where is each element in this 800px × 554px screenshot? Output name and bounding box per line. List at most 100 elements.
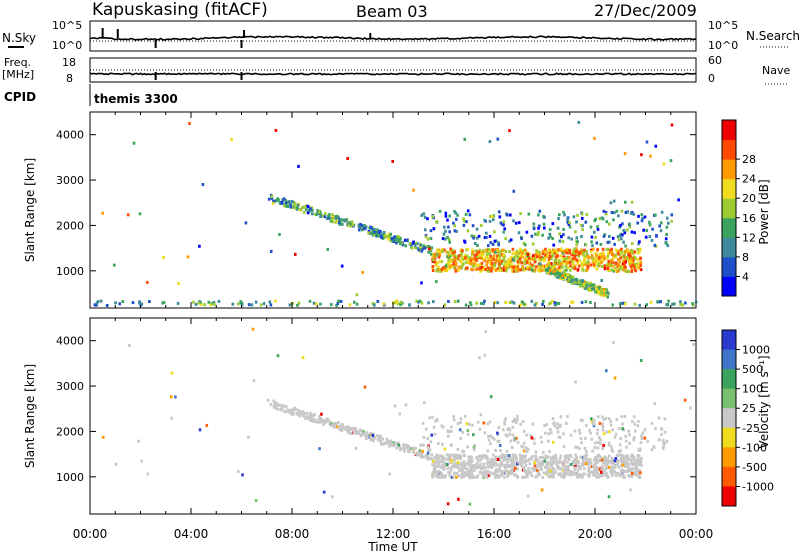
scatter-cell xyxy=(595,465,599,469)
scatter-cell xyxy=(535,265,538,269)
scatter-cell xyxy=(607,264,610,268)
scatter-cell xyxy=(456,447,460,451)
scatter-cell xyxy=(444,237,447,241)
scatter-cell xyxy=(510,446,514,449)
scatter-cell xyxy=(585,268,589,272)
scatter-cell xyxy=(432,300,435,304)
scatter-cell xyxy=(616,249,619,253)
scatter-cell xyxy=(241,473,244,477)
scatter-cell xyxy=(543,226,546,230)
scatter-cell xyxy=(566,220,569,224)
scatter-cell xyxy=(355,302,359,306)
scatter-cell xyxy=(554,424,557,428)
scatter-cell xyxy=(597,290,601,294)
scatter-cell xyxy=(418,299,422,303)
scatter-cell xyxy=(590,287,594,291)
scatter-cell xyxy=(140,459,143,463)
scatter-cell xyxy=(589,431,592,435)
scatter-cell xyxy=(536,460,540,464)
scatter-cell xyxy=(619,453,622,457)
scatter-cell xyxy=(581,463,584,467)
scatter-cell xyxy=(650,238,654,242)
scatter-cell xyxy=(612,462,616,466)
scatter-cell xyxy=(444,264,448,268)
scatter-cell xyxy=(274,406,278,410)
scatter-cell xyxy=(569,268,572,272)
scatter-cell xyxy=(608,264,612,268)
scatter-cell xyxy=(462,223,466,227)
scatter-cell xyxy=(463,239,466,243)
scatter-cell xyxy=(344,427,347,431)
scatter-cell xyxy=(452,261,456,265)
y-tick-label: 1000 xyxy=(56,265,84,278)
scatter-cell xyxy=(566,415,569,418)
scatter-cell xyxy=(629,467,632,471)
scatter-cell xyxy=(629,254,632,258)
scatter-cell xyxy=(498,269,501,273)
scatter-cell xyxy=(504,237,507,241)
scatter-cell xyxy=(274,128,278,132)
scatter-cell xyxy=(463,454,466,457)
scatter-cell xyxy=(556,301,559,305)
scatter-cell xyxy=(186,255,190,259)
scatter-cell xyxy=(459,417,463,421)
scatter-cell xyxy=(455,217,458,221)
scatter-cell xyxy=(486,457,489,461)
scatter-cell xyxy=(636,424,639,428)
scatter-cell xyxy=(382,230,386,234)
scatter-cell xyxy=(514,265,518,269)
scatter-cell xyxy=(620,463,623,467)
scatter-cell xyxy=(665,241,668,245)
scatter-cell xyxy=(619,256,622,260)
colorbar-segment xyxy=(722,388,736,409)
scatter-cell xyxy=(483,431,487,435)
scatter-cell xyxy=(551,267,554,270)
scatter-cell xyxy=(567,223,571,226)
scatter-cell xyxy=(508,250,511,254)
scatter-cell xyxy=(476,475,479,479)
scatter-cell xyxy=(673,302,676,306)
scatter-cell xyxy=(555,251,559,255)
scatter-cell xyxy=(564,265,568,268)
scatter-cell xyxy=(592,247,595,251)
scatter-cell xyxy=(300,206,304,210)
scatter-cell xyxy=(616,463,620,466)
scatter-cell xyxy=(199,300,202,304)
scatter-cell xyxy=(613,464,617,467)
time-tick-label: 12:00 xyxy=(376,527,411,541)
scatter-cell xyxy=(559,415,563,419)
scatter-cell xyxy=(297,164,300,168)
scatter-cell xyxy=(482,421,486,425)
scatter-cell xyxy=(138,212,142,216)
scatter-cell xyxy=(513,417,516,421)
scatter-cell xyxy=(640,219,644,223)
scatter-cell xyxy=(431,269,435,272)
scatter-cell xyxy=(624,200,627,204)
scatter-cell xyxy=(590,461,593,465)
scatter-cell xyxy=(550,257,553,261)
scatter-cell xyxy=(217,299,221,303)
scatter-cell xyxy=(482,474,485,478)
scatter-cell xyxy=(544,454,548,458)
scatter-cell xyxy=(570,473,573,477)
scatter-cell xyxy=(484,256,488,259)
scatter-cell xyxy=(487,252,490,256)
scatter-cell xyxy=(399,300,403,304)
scatter-cell xyxy=(526,474,529,478)
scatter-cell xyxy=(479,269,482,273)
scatter-cell xyxy=(288,411,292,415)
scatter-cell xyxy=(517,231,521,235)
scatter-cell xyxy=(602,293,606,297)
scatter-cell xyxy=(599,456,603,460)
scatter-cell xyxy=(583,248,586,252)
scatter-cell xyxy=(600,260,604,264)
scatter-cell xyxy=(584,300,588,304)
scatter-cell xyxy=(597,262,601,266)
scatter-cell xyxy=(636,460,640,464)
scatter-cell xyxy=(453,224,456,228)
scatter-cell xyxy=(481,253,485,256)
scatter-cell xyxy=(545,265,548,269)
scatter-cell xyxy=(493,230,496,234)
scatter-cell xyxy=(441,474,444,477)
scatter-cell xyxy=(444,474,447,478)
